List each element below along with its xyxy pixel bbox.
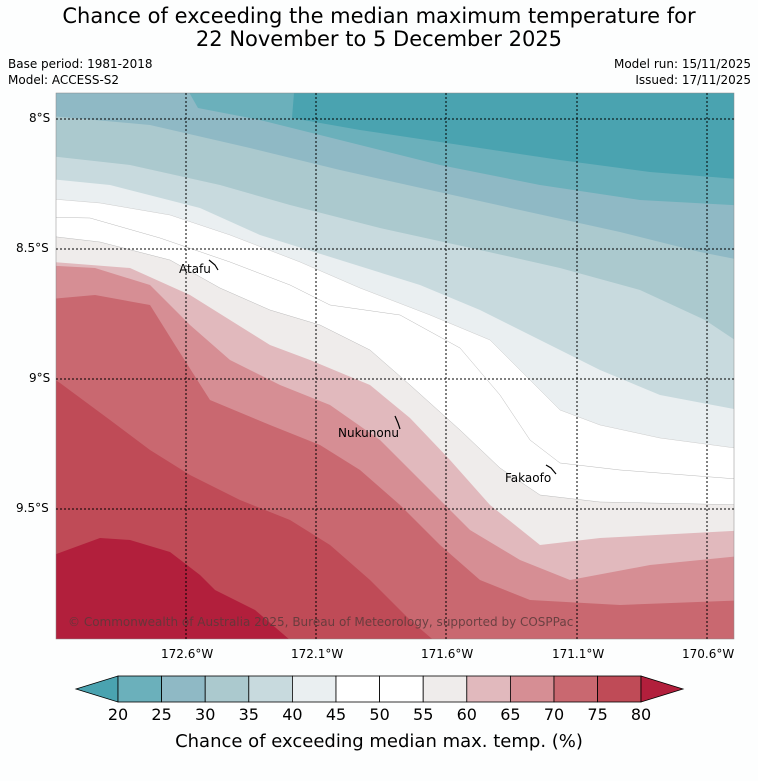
map-title: Chance of exceeding the median maximum t… (0, 5, 758, 51)
graticule (56, 93, 734, 639)
lon-label-171-6w: 171.6°W (421, 647, 474, 661)
base-period: Base period: 1981-2018 (8, 57, 153, 71)
meta-right: Model run: 15/11/2025 Issued: 17/11/2025 (614, 56, 751, 88)
colorbar-tick: 20 (107, 705, 129, 724)
contour-fills (56, 93, 734, 639)
colorbar (74, 675, 685, 703)
colorbar-tick: 45 (325, 705, 347, 724)
nukunonu-atoll (394, 415, 401, 430)
model-name: Model: ACCESS-S2 (8, 73, 120, 87)
colorbar-swatch-70-75 (553, 675, 598, 703)
lon-label-172-1w: 172.1°W (291, 647, 344, 661)
title-line-1: Chance of exceeding the median maximum t… (62, 4, 696, 28)
colorbar-tick: 35 (238, 705, 259, 724)
colorbar-swatch-65-70 (509, 675, 555, 703)
colorbar-swatch-50-55 (379, 675, 424, 703)
colorbar-swatch-40-45 (291, 675, 337, 703)
colorbar-tick: 50 (369, 705, 390, 724)
colorbar-arrow-left (74, 675, 119, 703)
fakaofo-atoll (545, 464, 557, 475)
colorbar-tick: 55 (413, 705, 434, 724)
lat-label-9s: 9°S (29, 371, 51, 385)
colorbar-swatch-20-25 (117, 675, 162, 703)
lon-label-170-6w: 170.6°W (682, 647, 735, 661)
title-line-2: 22 November to 5 December 2025 (195, 27, 563, 51)
colorbar-swatch-30-35 (204, 675, 250, 703)
colorbar-arrow-right (640, 675, 685, 703)
colorbar-swatch-45-50 (335, 675, 380, 703)
colorbar-title: Chance of exceeding median max. temp. (%… (175, 731, 583, 752)
colorbar-tick: 25 (151, 705, 172, 724)
place-labels: Atafu Nukunonu Fakaofo (179, 262, 551, 485)
model-run: Model run: 15/11/2025 (613, 57, 751, 71)
place-label-nukunonu: Nukunonu (338, 426, 399, 440)
issued-date: Issued: 17/11/2025 (635, 73, 751, 87)
colorbar-swatch-60-65 (466, 675, 511, 703)
colorbar-tick: 70 (543, 705, 565, 724)
lat-label-8s: 8°S (29, 111, 51, 125)
lon-label-171-1w: 171.1°W (552, 647, 605, 661)
atolls (208, 259, 557, 475)
lat-label-8-5s: 8.5°S (16, 241, 49, 255)
colorbar-swatch-25-30 (161, 675, 206, 703)
colorbar-tick: 30 (195, 705, 216, 724)
colorbar-swatch-55-60 (422, 675, 468, 703)
lon-label-172-6w: 172.6°W (161, 647, 214, 661)
colorbar-tick: 75 (587, 705, 608, 724)
colorbar-swatch-75-80 (597, 675, 642, 703)
band-gt-80 (56, 538, 289, 639)
colorbar-tick: 80 (630, 705, 652, 724)
lat-label-9-5s: 9.5°S (16, 501, 49, 515)
colorbar-tick: 65 (500, 705, 521, 724)
atafu-atoll (208, 259, 219, 271)
colorbar-swatch-35-40 (248, 675, 293, 703)
place-label-atafu: Atafu (179, 262, 211, 276)
colorbar-tick: 60 (456, 705, 477, 724)
place-label-fakaofo: Fakaofo (505, 471, 551, 485)
meta-left: Base period: 1981-2018 Model: ACCESS-S2 (8, 56, 153, 88)
copyright-notice: © Commonwealth of Australia 2025, Bureau… (68, 615, 573, 629)
colorbar-tick: 40 (282, 705, 303, 724)
